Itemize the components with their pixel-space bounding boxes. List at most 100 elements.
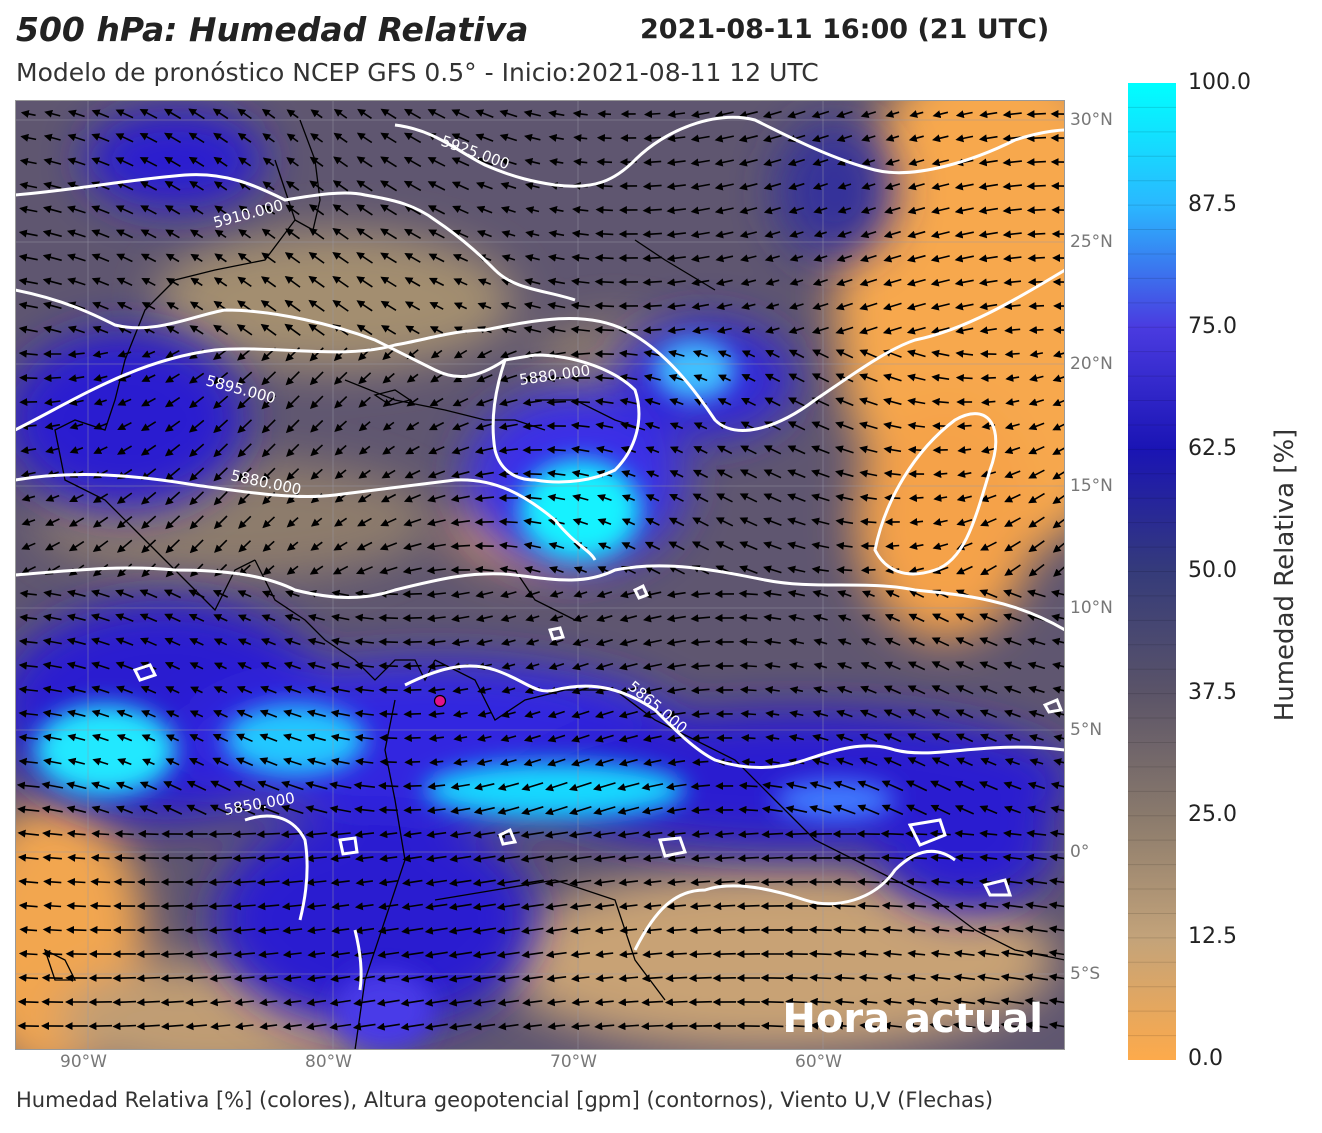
- wind-arrow: [309, 565, 324, 575]
- wind-arrow: [332, 251, 349, 264]
- wind-arrow: [214, 229, 227, 239]
- wind-arrow: [166, 278, 179, 286]
- wind-arrow: [212, 108, 229, 120]
- wind-arrow: [836, 110, 853, 119]
- lat-tick: 30°N: [1070, 110, 1113, 130]
- wind-arrow: [91, 277, 110, 286]
- wind-arrow: [160, 926, 185, 935]
- wind-arrow: [836, 254, 853, 263]
- wind-arrow: [378, 613, 399, 622]
- wind-arrow: [69, 422, 84, 430]
- wind-arrow: [357, 517, 372, 527]
- wind-arrow: [474, 470, 494, 479]
- wind-arrow: [594, 325, 615, 334]
- wind-arrow: [739, 182, 758, 191]
- wind-arrow: [402, 590, 423, 599]
- wind-arrow: [523, 109, 541, 118]
- wind-arrow: [741, 302, 756, 310]
- wind-arrow: [741, 326, 756, 334]
- wind-arrow: [906, 302, 926, 311]
- wind-arrow: [979, 326, 997, 335]
- wind-arrow: [116, 277, 133, 287]
- wind-arrow: [668, 349, 685, 358]
- wind-arrow: [644, 397, 661, 406]
- wind-arrow: [165, 325, 180, 334]
- wind-arrow: [690, 182, 711, 191]
- wind-arrow: [547, 301, 566, 310]
- wind-arrow: [736, 926, 760, 935]
- wind-arrow: [88, 1022, 113, 1031]
- wind-arrow: [499, 157, 517, 166]
- wind-arrow: [333, 371, 348, 385]
- wind-arrow: [1026, 182, 1046, 191]
- wind-arrow: [1028, 540, 1045, 553]
- wind-arrow: [837, 230, 852, 238]
- wind-arrow: [858, 397, 878, 406]
- wind-arrow: [378, 709, 398, 718]
- wind-arrow: [140, 205, 157, 215]
- wind-arrow: [763, 206, 781, 215]
- wind-arrow: [213, 132, 229, 144]
- wind-arrow: [1052, 350, 1065, 358]
- wind-arrow: [427, 205, 446, 215]
- wind-arrow: [452, 422, 469, 431]
- wind-arrow: [668, 541, 685, 551]
- wind-arrow: [908, 134, 924, 143]
- wind-arrow: [619, 373, 638, 382]
- wind-arrow: [524, 157, 541, 166]
- wind-arrow: [66, 205, 86, 214]
- wind-arrow: [857, 901, 880, 910]
- wind-arrow: [980, 374, 996, 383]
- wind-arrow: [836, 565, 853, 574]
- wind-arrow: [811, 493, 830, 502]
- wind-arrow: [1026, 158, 1046, 167]
- wind-arrow: [954, 206, 974, 215]
- wind-arrow: [18, 253, 38, 262]
- wind-arrow: [310, 419, 324, 433]
- wind-arrow: [669, 494, 684, 502]
- wind-arrow: [931, 206, 950, 215]
- wind-arrow: [332, 565, 349, 575]
- wind-arrow: [812, 182, 828, 191]
- wind-arrow: [477, 302, 492, 310]
- wind-arrow: [403, 710, 422, 719]
- wind-arrow: [402, 782, 422, 791]
- wind-arrow: [833, 925, 856, 934]
- wind-arrow: [451, 157, 470, 167]
- wind-arrow: [42, 925, 62, 934]
- wind-arrow: [285, 228, 300, 240]
- wind-arrow: [621, 470, 636, 478]
- wind-arrow: [765, 278, 780, 286]
- wind-arrow: [67, 277, 86, 286]
- wind-arrow: [378, 637, 399, 646]
- wind-arrow: [931, 397, 949, 406]
- wind-arrow: [261, 467, 276, 481]
- wind-arrow: [716, 469, 733, 479]
- coastlines: [43, 119, 1065, 1050]
- wind-arrow: [644, 541, 661, 551]
- wind-arrow: [451, 133, 470, 143]
- wind-arrow: [762, 110, 782, 119]
- wind-arrow: [764, 230, 781, 239]
- wind-arrow: [525, 230, 540, 238]
- wind-arrow: [382, 445, 395, 455]
- wind-arrow: [688, 998, 712, 1007]
- wind-arrow: [931, 158, 949, 167]
- wind-arrow: [909, 517, 924, 526]
- current-time-label: Hora actual: [782, 996, 1043, 1042]
- wind-arrow: [835, 517, 854, 526]
- wind-arrow: [284, 323, 301, 336]
- wind-arrow: [498, 517, 518, 526]
- wind-arrow: [500, 181, 517, 190]
- wind-arrow: [238, 205, 251, 215]
- wind-arrow: [808, 949, 832, 958]
- wind-arrow: [403, 542, 422, 551]
- wind-arrow: [380, 493, 397, 503]
- wind-arrow: [356, 180, 373, 192]
- wind-arrow: [1005, 398, 1020, 406]
- wind-arrow: [189, 467, 205, 482]
- wind-arrow: [214, 539, 228, 553]
- wind-arrow: [403, 518, 422, 527]
- wind-arrow: [165, 253, 180, 263]
- wind-arrow: [332, 299, 349, 312]
